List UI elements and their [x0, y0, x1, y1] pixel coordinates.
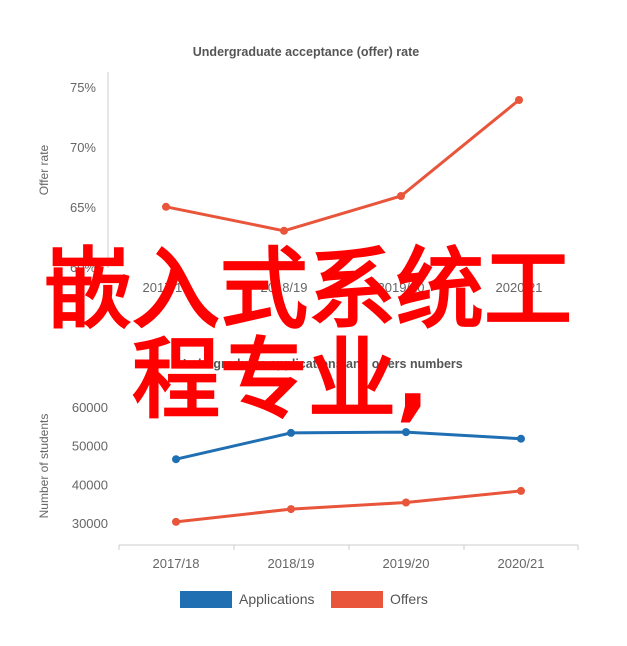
series-line-offer-rate: [165, 98, 520, 233]
overlay-text-line1: 嵌入式系统工: [44, 238, 573, 341]
legend-item-offers[interactable]: Offers: [331, 591, 428, 608]
y-tick-label: 40000: [72, 477, 108, 492]
legend-swatch: [180, 591, 232, 608]
data-point-applications[interactable]: [287, 428, 295, 437]
overlay-text-line2: 程专业,: [132, 328, 430, 431]
x-tick-label: 2020/21: [496, 280, 543, 295]
y-tick-label: 60000: [72, 400, 108, 415]
legend-item-applications[interactable]: Applications: [180, 591, 315, 608]
legend-swatch: [331, 591, 383, 608]
chart-title: Undergraduate applications and offers nu…: [177, 357, 463, 371]
data-point-offers[interactable]: [517, 486, 525, 495]
data-point-offers[interactable]: [402, 498, 410, 507]
series-line-offers: [175, 489, 522, 524]
data-point[interactable]: [397, 192, 405, 200]
data-point-offers[interactable]: [172, 517, 180, 526]
legend-label: Applications: [239, 591, 315, 607]
data-point-applications[interactable]: [517, 434, 525, 443]
x-tick-label: 2017/18: [153, 556, 200, 571]
legend: Applications Offers: [180, 591, 428, 608]
data-point[interactable]: [280, 226, 288, 235]
x-tick-label: 2019/20: [383, 556, 430, 571]
data-point[interactable]: [515, 96, 523, 104]
data-point-applications[interactable]: [172, 455, 180, 464]
data-point[interactable]: [162, 202, 170, 211]
y-tick-label: 60%: [70, 260, 96, 275]
chart-title: Undergraduate acceptance (offer) rate: [193, 45, 420, 59]
y-tick-label: 75%: [70, 80, 96, 95]
y-tick-label: 70%: [70, 140, 96, 155]
y-tick-label: 50000: [72, 439, 108, 454]
series-line-applications: [175, 430, 522, 461]
y-tick-label: 30000: [72, 516, 108, 531]
x-tick-label: 2018/19: [268, 556, 315, 571]
data-point-offers[interactable]: [287, 505, 295, 514]
y-axis-label: Offer rate: [37, 144, 51, 195]
data-point-applications[interactable]: [402, 428, 410, 437]
offer-rate-chart: Undergraduate acceptance (offer) rate Of…: [37, 45, 543, 295]
x-tick-label: 2020/21: [498, 556, 545, 571]
x-tick-label: 2017/18: [143, 280, 190, 295]
x-tick-label: 2019/20: [378, 280, 425, 295]
legend-label: Offers: [390, 591, 428, 607]
y-axis-label: Number of students: [37, 414, 51, 519]
applications-offers-chart: Undergraduate applications and offers nu…: [37, 357, 579, 608]
y-tick-label: 65%: [70, 200, 96, 215]
x-tick-label: 2018/19: [261, 280, 308, 295]
